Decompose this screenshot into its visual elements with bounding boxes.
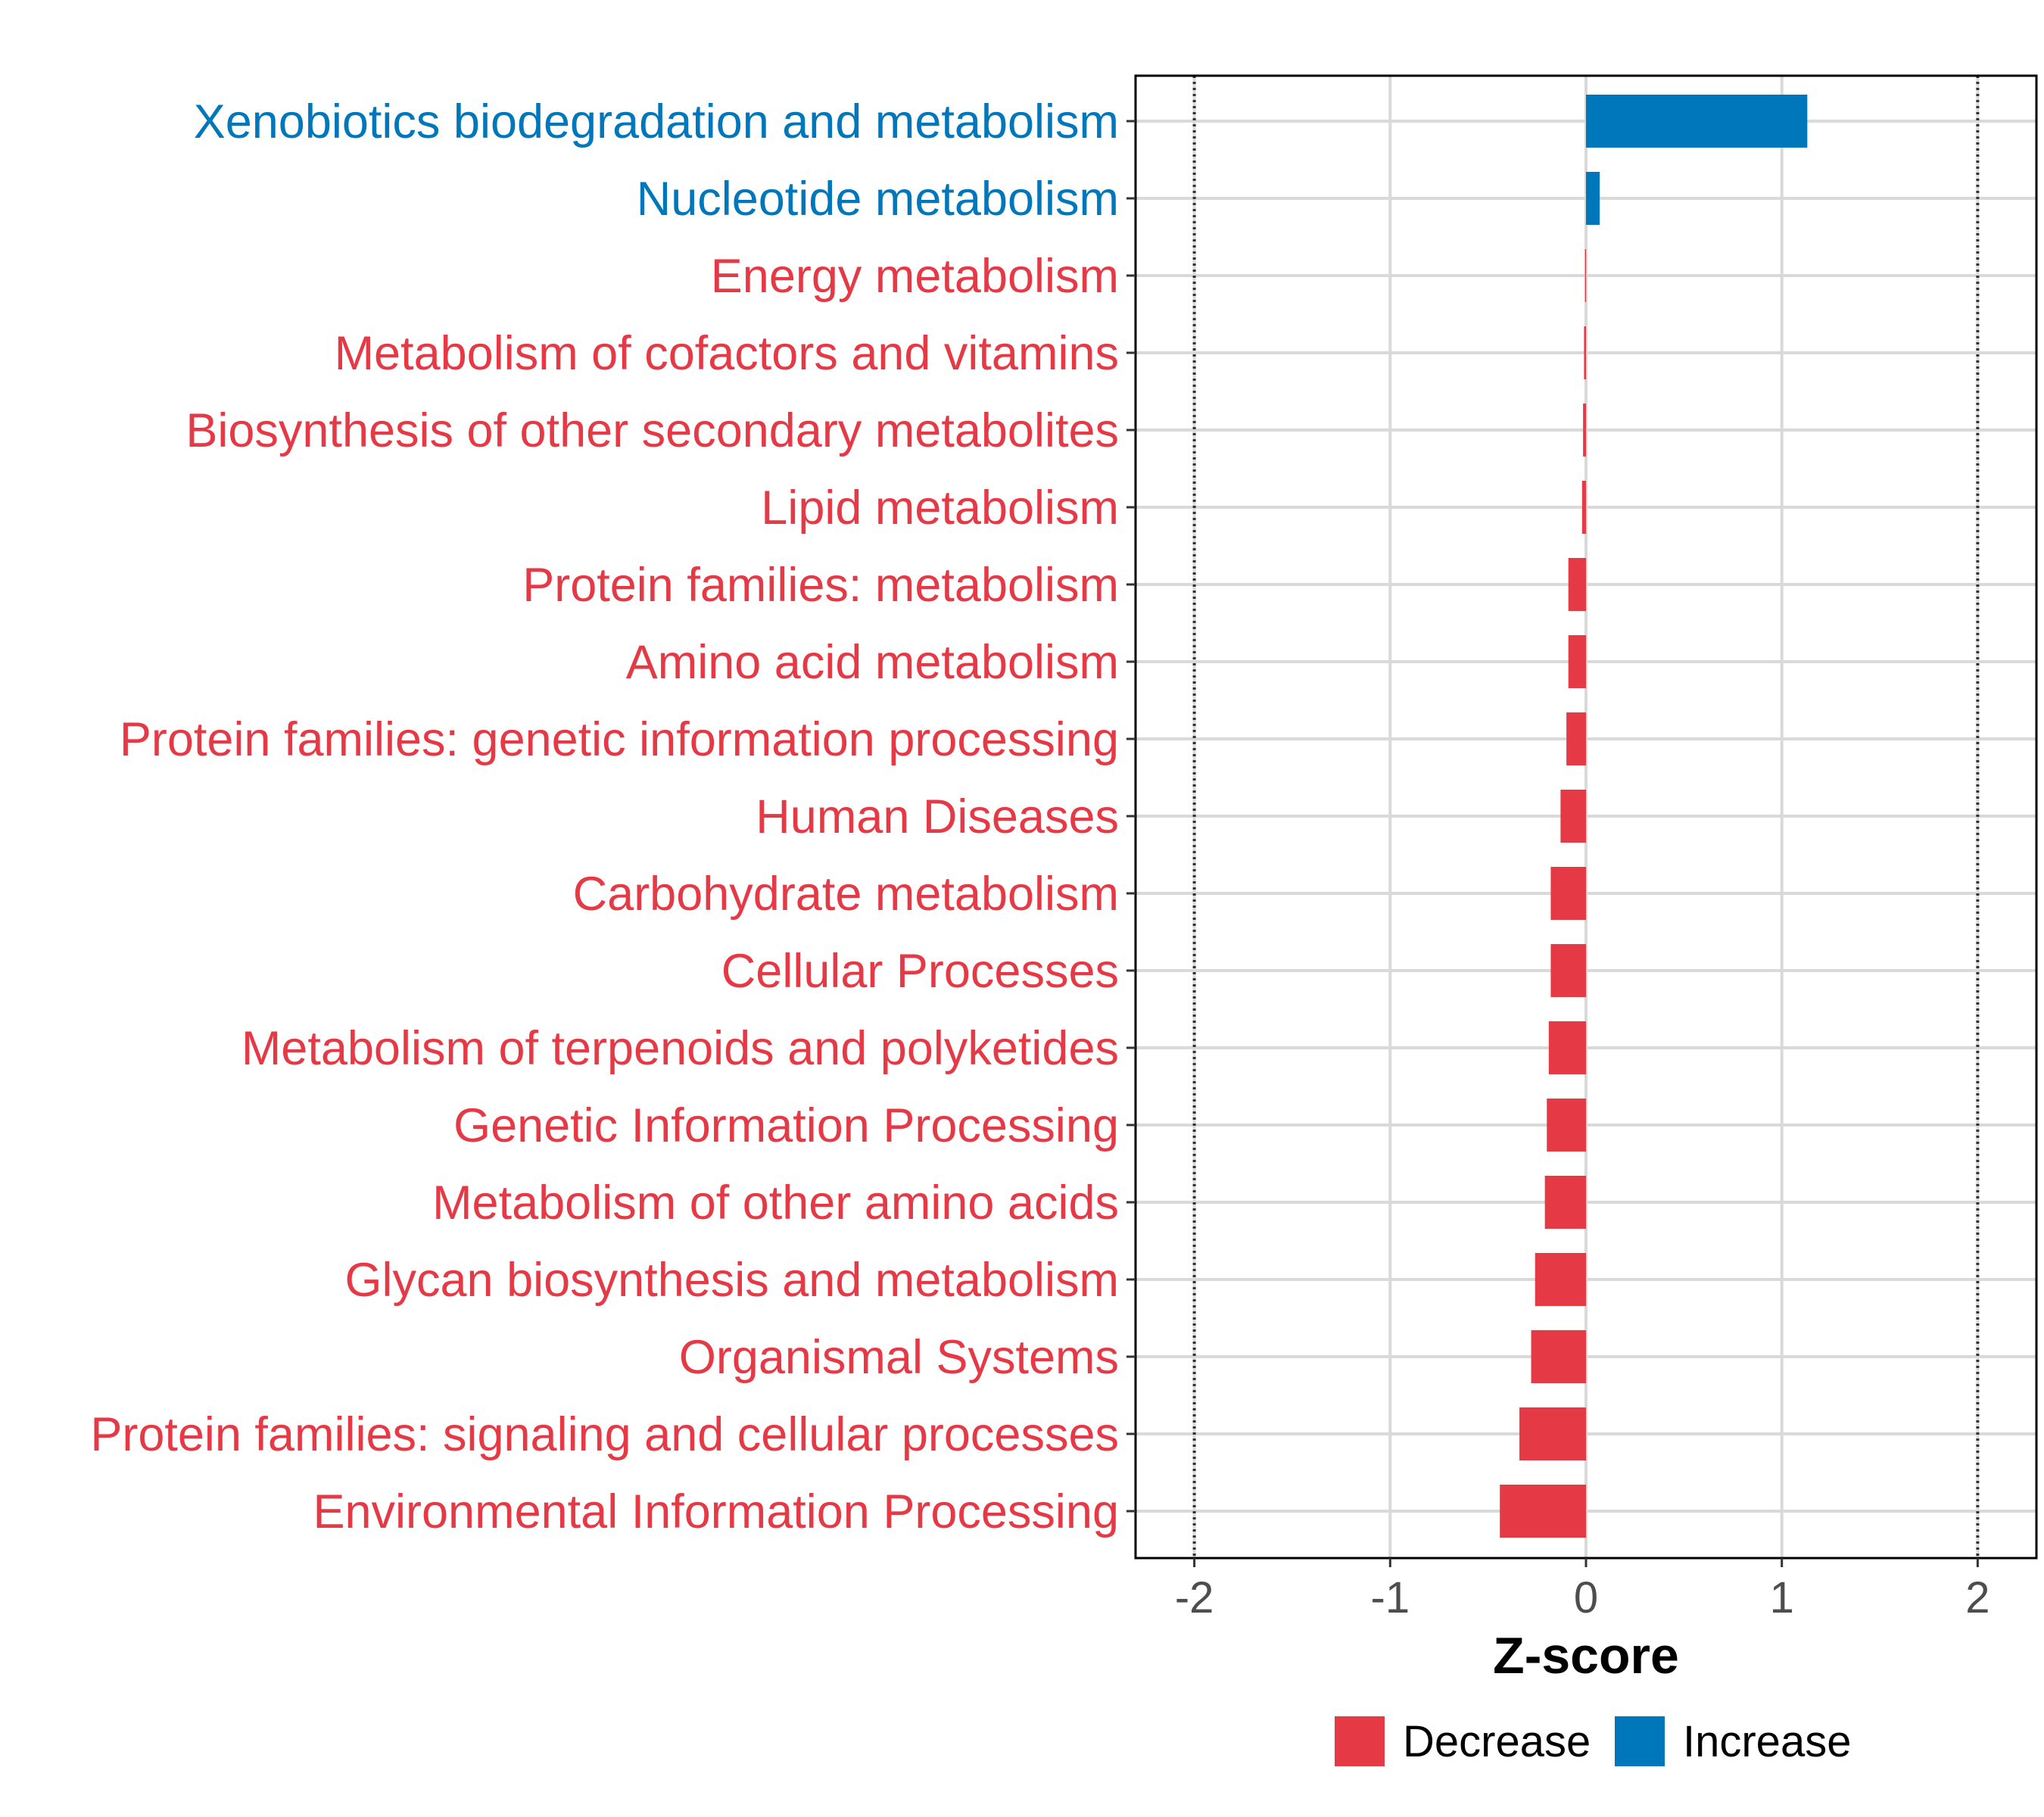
category-label-metabolism-of-other-amino-acids: Metabolism of other amino acids bbox=[432, 1177, 1119, 1230]
category-label-protein-families-genetic-information-processing: Protein families: genetic information pr… bbox=[120, 713, 1119, 766]
category-label-biosynthesis-of-other-secondary-metabolites: Biosynthesis of other secondary metaboli… bbox=[185, 404, 1119, 457]
legend: Decrease Increase bbox=[1335, 1716, 1851, 1766]
x-tick-label-4: 2 bbox=[1965, 1573, 1989, 1622]
x-tick-label-1: -1 bbox=[1371, 1573, 1410, 1622]
bar-xenobiotics-biodegradation-and-metabolism bbox=[1586, 95, 1808, 148]
bar-biosynthesis-of-other-secondary-metabolites bbox=[1583, 404, 1586, 457]
bar-cellular-processes bbox=[1550, 944, 1586, 997]
x-tick-label-3: 1 bbox=[1770, 1573, 1794, 1622]
y-axis-ticks bbox=[1126, 120, 1136, 1513]
legend-swatch-increase bbox=[1615, 1716, 1665, 1766]
x-axis-title: Z-score bbox=[1493, 1627, 1679, 1685]
category-label-protein-families-metabolism: Protein families: metabolism bbox=[522, 559, 1119, 612]
x-axis-ticks: -2 -1 0 1 2 bbox=[1175, 1558, 1990, 1622]
category-label-protein-families-signaling-and-cellular-processes: Protein families: signaling and cellular… bbox=[90, 1408, 1119, 1461]
bar-protein-families-genetic-information-processing bbox=[1566, 712, 1586, 765]
bar-human-diseases bbox=[1560, 790, 1586, 843]
category-label-metabolism-of-cofactors-and-vitamins: Metabolism of cofactors and vitamins bbox=[335, 327, 1119, 380]
category-label-energy-metabolism: Energy metabolism bbox=[711, 250, 1119, 303]
bar-protein-families-metabolism bbox=[1568, 558, 1586, 611]
category-label-glycan-biosynthesis-and-metabolism: Glycan biosynthesis and metabolism bbox=[345, 1254, 1120, 1307]
legend-label-decrease: Decrease bbox=[1403, 1717, 1591, 1766]
bar-layer bbox=[1500, 95, 1808, 1538]
category-label-cellular-processes: Cellular Processes bbox=[721, 945, 1119, 998]
bar-lipid-metabolism bbox=[1581, 481, 1586, 534]
bar-protein-families-signaling-and-cellular-processes bbox=[1519, 1407, 1586, 1460]
category-label-nucleotide-metabolism: Nucleotide metabolism bbox=[637, 173, 1119, 226]
bar-energy-metabolism bbox=[1584, 249, 1586, 302]
x-tick-label-0: -2 bbox=[1175, 1573, 1214, 1622]
bar-amino-acid-metabolism bbox=[1568, 635, 1586, 688]
bar-nucleotide-metabolism bbox=[1586, 172, 1600, 225]
category-label-human-diseases: Human Diseases bbox=[756, 790, 1119, 843]
category-label-carbohydrate-metabolism: Carbohydrate metabolism bbox=[573, 868, 1119, 921]
legend-swatch-decrease bbox=[1335, 1716, 1385, 1766]
bar-organismal-systems bbox=[1531, 1330, 1586, 1383]
category-label-organismal-systems: Organismal Systems bbox=[679, 1331, 1119, 1384]
category-label-lipid-metabolism: Lipid metabolism bbox=[761, 482, 1119, 535]
reference-lines bbox=[1192, 76, 1980, 1558]
bar-carbohydrate-metabolism bbox=[1550, 867, 1586, 920]
category-label-amino-acid-metabolism: Amino acid metabolism bbox=[626, 636, 1119, 689]
bar-environmental-information-processing bbox=[1500, 1485, 1586, 1538]
category-label-genetic-information-processing: Genetic Information Processing bbox=[453, 1099, 1119, 1152]
legend-label-increase: Increase bbox=[1683, 1717, 1851, 1766]
x-tick-label-2: 0 bbox=[1574, 1573, 1598, 1622]
bar-metabolism-of-cofactors-and-vitamins bbox=[1584, 326, 1586, 379]
bar-glycan-biosynthesis-and-metabolism bbox=[1535, 1253, 1586, 1306]
bar-metabolism-of-other-amino-acids bbox=[1544, 1176, 1586, 1229]
category-label-metabolism-of-terpenoids-and-polyketides: Metabolism of terpenoids and polyketides bbox=[241, 1022, 1119, 1075]
category-labels: Xenobiotics biodegradation and metabolis… bbox=[90, 95, 1119, 1538]
bar-metabolism-of-terpenoids-and-polyketides bbox=[1548, 1021, 1586, 1074]
category-label-xenobiotics-biodegradation-and-metabolism: Xenobiotics biodegradation and metabolis… bbox=[194, 95, 1119, 148]
bar-genetic-information-processing bbox=[1547, 1099, 1586, 1152]
category-label-environmental-information-processing: Environmental Information Processing bbox=[313, 1485, 1119, 1538]
